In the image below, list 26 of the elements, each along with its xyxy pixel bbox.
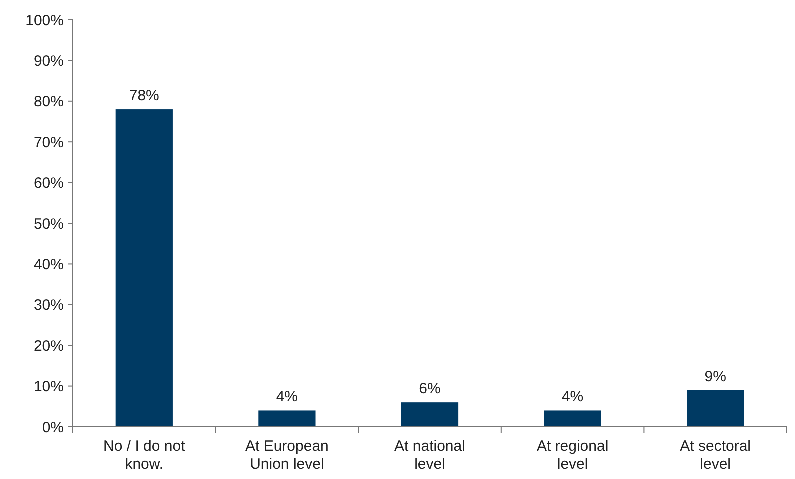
data-label: 6% (419, 380, 441, 398)
bar (401, 402, 459, 427)
y-tick-label: 90% (34, 52, 64, 70)
bar (258, 410, 316, 427)
x-tick-label: At national level (394, 438, 466, 473)
x-tick-label: At sectoral level (680, 438, 752, 473)
x-tick-label: At regional level (536, 438, 609, 473)
y-tick-label: 20% (34, 338, 64, 355)
data-label: 78% (129, 88, 160, 105)
y-tick-label: 40% (34, 256, 64, 274)
y-tick-label: 70% (34, 134, 64, 152)
y-tick-label: 0% (42, 419, 64, 436)
data-label: 4% (276, 388, 298, 406)
y-tick-label: 50% (34, 216, 64, 233)
y-tick-label: 80% (34, 94, 64, 111)
y-tick-label: 60% (34, 175, 64, 192)
x-tick-label: At European Union level (245, 438, 329, 473)
bar (116, 110, 173, 427)
x-tick-label: No / I do not know. (104, 438, 186, 473)
y-tick-label: 10% (34, 378, 64, 396)
bar (687, 390, 744, 427)
y-tick-label: 30% (34, 297, 64, 314)
bar (544, 410, 602, 427)
data-label: 9% (704, 368, 726, 386)
data-label: 4% (562, 388, 584, 406)
y-tick-label: 100% (26, 12, 64, 30)
